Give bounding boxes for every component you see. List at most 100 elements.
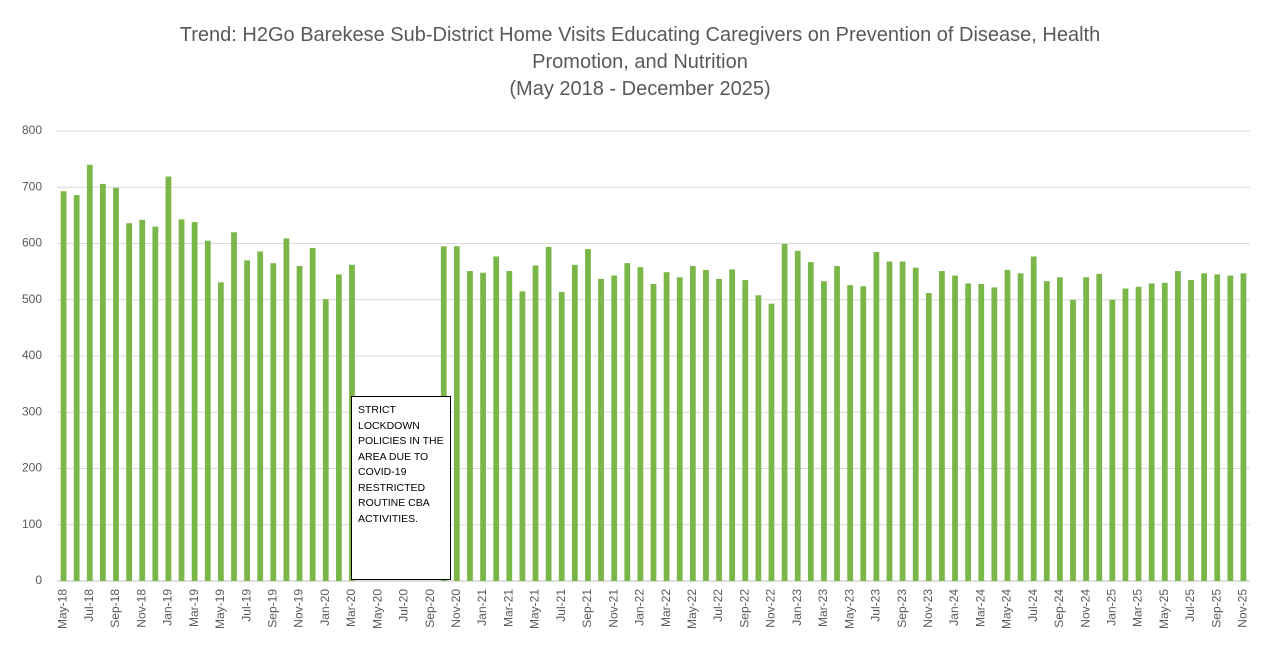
bar (939, 271, 945, 581)
x-tick-label: Nov-23 (921, 589, 935, 628)
bar (912, 267, 919, 581)
bar (1057, 277, 1063, 581)
x-tick-label: Mar-19 (187, 589, 201, 627)
x-tick-label: Jul-18 (82, 589, 96, 622)
bar (1070, 299, 1076, 581)
x-tick-label: Jul-19 (239, 589, 253, 622)
bar (716, 278, 722, 581)
bar (611, 275, 618, 581)
x-tick-label: Jul-21 (554, 589, 568, 622)
bar (689, 266, 696, 581)
bar (453, 246, 460, 581)
bar (257, 251, 264, 581)
bar (519, 291, 526, 581)
bar (755, 295, 762, 581)
y-tick-label: 200 (22, 461, 42, 475)
y-tick-label: 800 (22, 123, 42, 137)
bar (650, 284, 657, 581)
bar (467, 271, 473, 581)
bar (571, 264, 578, 581)
x-tick-label: Sep-18 (108, 589, 122, 628)
bar (335, 274, 342, 581)
bar (1227, 275, 1234, 581)
bar (1135, 286, 1142, 581)
bar (703, 269, 709, 581)
x-tick-label: Sep-24 (1052, 589, 1066, 628)
y-tick-label: 0 (35, 573, 42, 587)
chart-title: Trend: H2Go Barekese Sub-District Home V… (179, 24, 1101, 73)
bar (1188, 280, 1194, 581)
x-tick-label: Nov-24 (1078, 589, 1092, 628)
bar (768, 303, 775, 581)
x-tick-label: May-23 (842, 589, 856, 629)
y-tick-label: 500 (22, 292, 42, 306)
bar (978, 284, 985, 581)
x-tick-label: Mar-24 (973, 589, 987, 627)
bar (309, 248, 316, 581)
bar (1083, 277, 1090, 581)
bar (165, 176, 172, 581)
bar (296, 266, 303, 581)
x-tick-label: Sep-19 (265, 589, 279, 628)
bar (1096, 273, 1103, 581)
x-tick-label: Mar-23 (816, 589, 830, 627)
bar (991, 287, 998, 581)
bar (821, 281, 827, 581)
bar (1004, 269, 1011, 581)
bar (139, 219, 146, 581)
x-tick-label: Sep-23 (895, 589, 909, 628)
x-tick-label: Mar-22 (659, 589, 673, 627)
bar (244, 260, 250, 581)
x-tick-label: Jul-24 (1026, 589, 1040, 622)
x-tick-label: Nov-20 (449, 589, 463, 628)
y-tick-label: 600 (22, 236, 42, 250)
x-tick-label: Sep-22 (737, 589, 751, 628)
x-tick-label: Jan-21 (475, 589, 489, 626)
x-tick-label: Jul-25 (1183, 589, 1197, 622)
y-tick-label: 100 (22, 517, 42, 531)
bar (1148, 283, 1155, 581)
y-tick-label: 700 (22, 179, 42, 193)
bar (886, 261, 893, 581)
bar (1214, 274, 1221, 581)
bar (178, 219, 185, 581)
x-tick-label: Sep-20 (423, 589, 437, 628)
bar (952, 275, 958, 581)
x-tick-label: Jan-23 (790, 589, 804, 626)
x-tick-label: Mar-25 (1131, 589, 1145, 627)
chart-title-block: Trend: H2Go Barekese Sub-District Home V… (130, 22, 1150, 103)
x-tick-label: Jan-22 (633, 589, 647, 626)
x-tick-label: Jan-25 (1105, 589, 1119, 626)
x-tick-label: Nov-21 (606, 589, 620, 628)
bar (322, 299, 329, 581)
bar (860, 286, 867, 581)
bar (1240, 273, 1247, 581)
x-tick-label: May-24 (1000, 589, 1014, 629)
bar (1030, 256, 1037, 581)
bar (1109, 299, 1116, 581)
bar (1175, 271, 1181, 581)
bar (873, 251, 880, 581)
bar (676, 277, 683, 581)
y-tick-label: 300 (22, 404, 42, 418)
bar (204, 240, 211, 581)
annotation: STRICT LOCKDOWN POLICIES IN THE AREA DUE… (351, 396, 451, 580)
bar (834, 266, 840, 581)
x-tick-label: Nov-18 (134, 589, 148, 628)
x-tick-label: Mar-20 (344, 589, 358, 627)
bar (480, 272, 486, 581)
bar (545, 246, 552, 581)
bar (1122, 288, 1129, 581)
bar (217, 282, 224, 581)
x-tick-label: Sep-25 (1209, 589, 1223, 628)
x-tick-label: Jul-20 (397, 589, 411, 622)
bar (742, 280, 749, 581)
bar (100, 183, 106, 581)
bar (1201, 273, 1207, 581)
bar (899, 261, 906, 581)
x-tick-label: Sep-21 (580, 589, 594, 628)
bar (663, 272, 670, 581)
bar (729, 269, 736, 581)
